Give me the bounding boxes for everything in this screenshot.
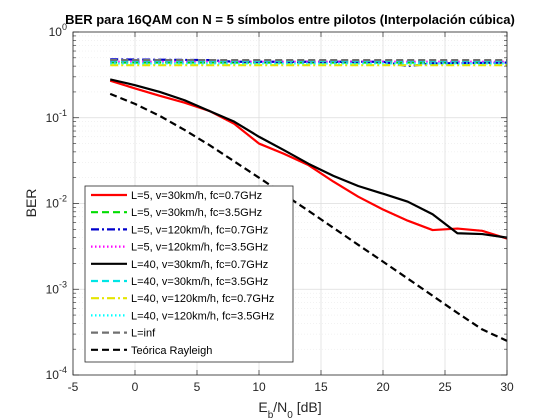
y-tick-label: 100 <box>49 22 67 39</box>
series-layer <box>109 58 508 342</box>
x-tick-label: 0 <box>132 380 139 394</box>
legend-label-9: L=inf <box>131 328 156 340</box>
series-line-10 <box>109 92 508 342</box>
legend-label-5: L=40, v=30km/h, fc=0.7GHz <box>131 259 268 271</box>
legend-label-1: L=5, v=30km/h, fc=0.7GHz <box>131 190 262 202</box>
x-tick-label: 15 <box>314 380 328 394</box>
y-tick-label: 10-3 <box>46 279 67 296</box>
x-axis-label: Eb/N0 [dB] <box>258 399 321 420</box>
x-tick-label: 20 <box>376 380 390 394</box>
legend-label-4: L=5, v=120km/h, fc=3.5GHz <box>131 242 268 254</box>
legend: L=5, v=30km/h, fc=0.7GHz L=5, v=30km/h, f… <box>84 185 294 363</box>
x-tick-label: 5 <box>194 380 201 394</box>
y-axis-label: BER <box>23 189 39 218</box>
series-line-5 <box>109 78 508 239</box>
chart-title: BER para 16QAM con N = 5 símbolos entre … <box>65 12 515 27</box>
legend-label-6: L=40, v=30km/h, fc=3.5GHz <box>131 276 268 288</box>
x-tick-label: 30 <box>500 380 514 394</box>
x-tick-label: 25 <box>438 380 452 394</box>
legend-label-2: L=5, v=30km/h, fc=3.5GHz <box>131 207 262 219</box>
x-tick-labels: -5 0 5 10 15 20 25 30 <box>68 380 514 394</box>
legend-label-3: L=5, v=120km/h, fc=0.7GHz <box>131 224 268 236</box>
ticks <box>72 31 508 376</box>
x-tick-label: 10 <box>252 380 266 394</box>
x-tick-label: -5 <box>68 380 79 394</box>
series-line-1 <box>109 79 508 240</box>
y-tick-labels: 10-4 10-3 10-2 10-1 100 <box>46 22 67 382</box>
legend-label-10: Teórica Rayleigh <box>131 345 212 357</box>
legend-label-8: L=40, v=120km/h, fc=3.5GHz <box>131 310 274 322</box>
legend-label-7: L=40, v=120km/h, fc=0.7GHz <box>131 293 274 305</box>
y-tick-label: 10-1 <box>46 108 67 125</box>
y-tick-label: 10-4 <box>46 365 67 382</box>
y-tick-label: 10-2 <box>46 194 67 211</box>
